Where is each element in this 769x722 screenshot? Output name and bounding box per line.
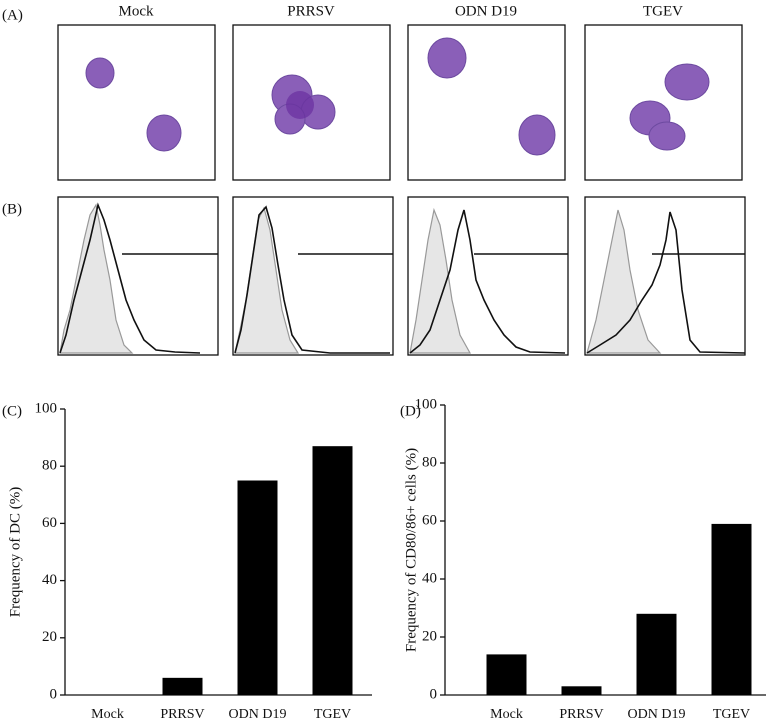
x-tick-label: TGEV: [713, 707, 750, 722]
y-axis-label: Frequency of DC (%): [7, 487, 23, 617]
histogram-panel: [57, 196, 746, 356]
y-tick-label: 100: [415, 396, 438, 412]
panel-label: (C): [2, 403, 22, 419]
sample-histogram: [586, 211, 746, 354]
x-tick-label: Mock: [490, 707, 523, 722]
micrograph-frame: [57, 24, 216, 181]
column-title: Mock: [119, 3, 154, 19]
cell: [518, 114, 556, 156]
x-tick-label: PRRSV: [160, 707, 204, 722]
bar: [162, 677, 203, 695]
sample-histogram: [234, 205, 390, 354]
x-tick-label: Mock: [91, 707, 124, 722]
column-title: PRRSV: [287, 3, 335, 19]
control-histogram: [586, 209, 662, 354]
x-tick-label: ODN D19: [229, 707, 287, 722]
control-histogram: [409, 207, 472, 354]
y-tick-label: 100: [35, 400, 58, 416]
x-tick-label: TGEV: [314, 707, 351, 722]
y-tick-label: 60: [42, 515, 57, 531]
bar: [486, 654, 527, 695]
bar: [312, 446, 353, 695]
y-tick-label: 80: [42, 458, 57, 474]
y-tick-label: 80: [422, 454, 437, 470]
y-tick-label: 40: [422, 570, 437, 586]
cell: [664, 63, 710, 101]
bar: [711, 523, 752, 695]
control-histogram: [59, 203, 134, 354]
x-tick-label: ODN D19: [628, 707, 686, 722]
column-title: ODN D19: [455, 3, 517, 19]
y-tick-label: 40: [42, 572, 57, 588]
cell: [427, 37, 467, 79]
y-tick-label: 20: [42, 629, 57, 645]
column-title: TGEV: [643, 3, 683, 19]
cell: [648, 121, 686, 151]
bar: [237, 480, 278, 695]
cell: [85, 57, 115, 89]
y-axis-label: Frequency of CD80/86+ cells (%): [403, 448, 419, 652]
panel-label: (B): [2, 201, 22, 217]
sample-histogram: [59, 202, 201, 354]
y-tick-label: 0: [430, 686, 438, 702]
panel-label: (D): [400, 403, 421, 419]
sample-histogram: [409, 209, 566, 354]
panel-label: (A): [2, 7, 23, 23]
micrograph-panel: [57, 24, 743, 181]
bar: [636, 613, 677, 695]
x-tick-label: PRRSV: [559, 707, 603, 722]
y-tick-label: 0: [50, 686, 58, 702]
nucleus: [286, 91, 314, 119]
bar: [561, 686, 602, 695]
y-tick-label: 60: [422, 512, 437, 528]
cell: [146, 114, 182, 152]
micrograph-frame: [584, 24, 743, 181]
y-tick-label: 20: [422, 628, 437, 644]
